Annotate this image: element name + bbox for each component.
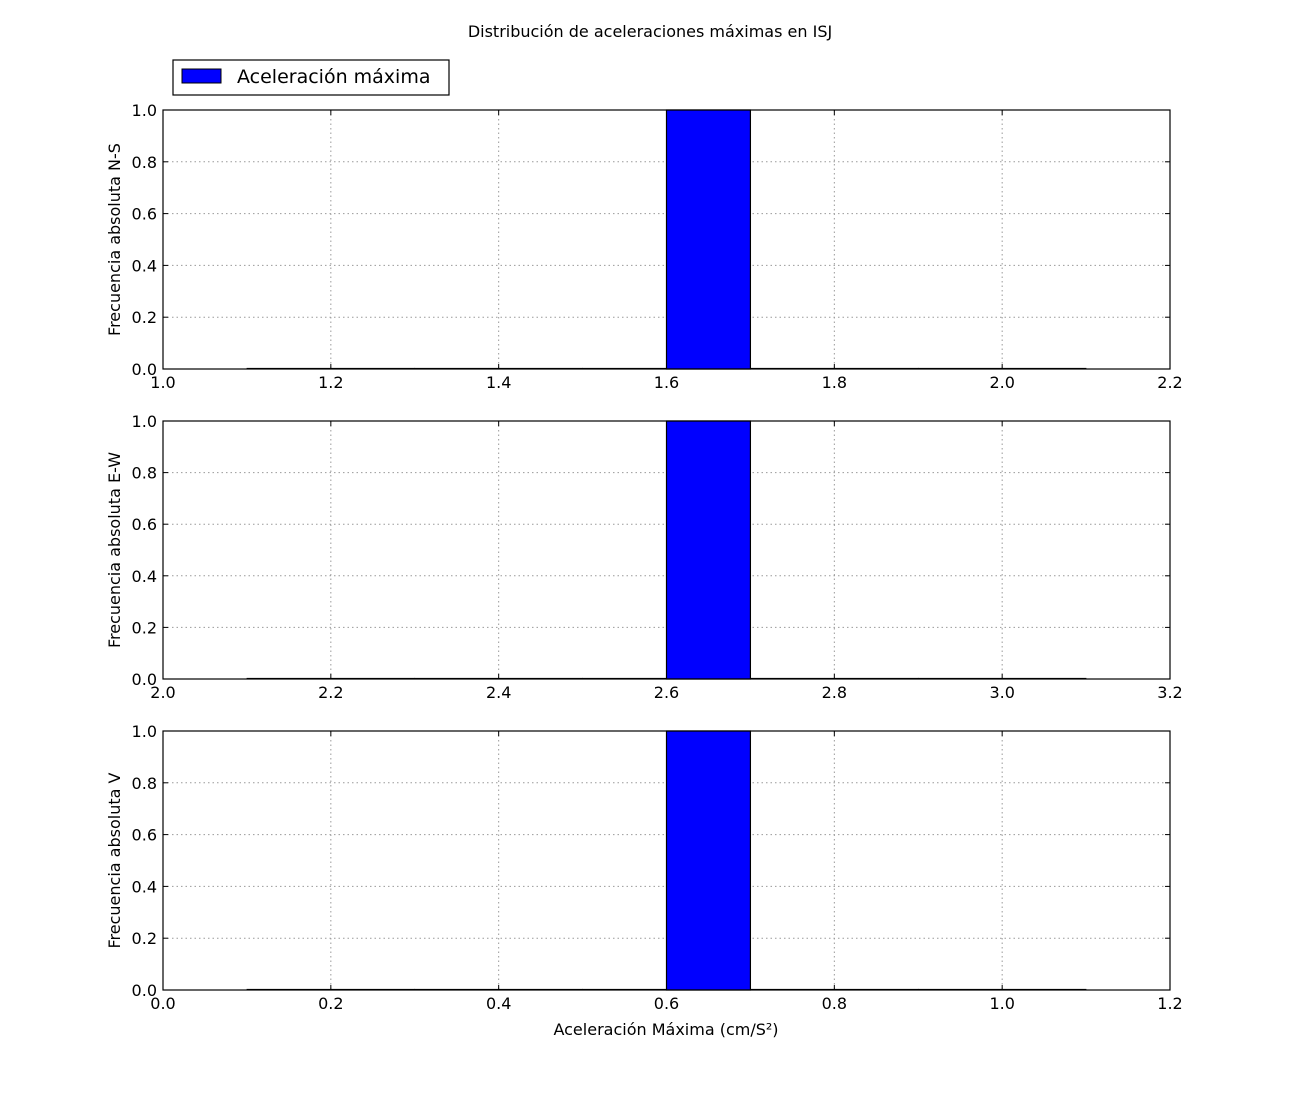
subplot-v: 0.0 0.2 0.4 0.6 0.8 1.0 1.2 0.0 0.2 0.4 0.6 0.8 1.0 F…: [105, 722, 1183, 1013]
x-tick-label: 2.4: [486, 683, 511, 702]
y-axis-label: Frecuencia absoluta V: [105, 772, 124, 948]
histogram-bar: [665, 109, 752, 370]
x-tick-label: 2.0: [989, 373, 1014, 392]
y-tick-label: 1.0: [132, 412, 157, 431]
legend-swatch: [181, 68, 222, 84]
y-tick-label: 0.8: [132, 153, 157, 172]
x-tick-label: 0.0: [150, 994, 175, 1013]
x-tick-label: 2.2: [318, 683, 343, 702]
y-tick-label: 0.6: [132, 515, 157, 534]
y-tick-label: 0.6: [132, 826, 157, 845]
legend-label: Aceleración máxima: [237, 66, 430, 88]
histogram-bar: [665, 420, 752, 680]
y-tick-label: 0.0: [132, 981, 157, 1000]
y-tick-label: 0.4: [132, 877, 157, 896]
subplot-ns: 1.0 1.2 1.4 1.6 1.8 2.0 2.2 0.0 0.2 0.4 0.6 0.8 1.0 F…: [105, 101, 1183, 392]
y-tick-label: 1.0: [132, 722, 157, 741]
x-tick-label: 0.8: [822, 994, 847, 1013]
y-tick-label: 0.4: [132, 567, 157, 586]
y-tick-label: 0.0: [132, 360, 157, 379]
x-tick-label: 1.2: [1157, 994, 1182, 1013]
x-tick-label: 0.6: [654, 994, 679, 1013]
x-tick-label: 2.8: [822, 683, 847, 702]
histogram-bar: [665, 730, 752, 991]
y-tick-label: 0.4: [132, 256, 157, 275]
x-axis-label: Aceleración Máxima (cm/S²): [553, 1020, 778, 1039]
x-tick-label: 1.0: [989, 994, 1014, 1013]
x-tick-label: 0.2: [318, 994, 343, 1013]
x-tick-label: 0.4: [486, 994, 511, 1013]
y-tick-label: 1.0: [132, 101, 157, 120]
y-tick-label: 0.2: [132, 618, 157, 637]
legend: Aceleración máxima: [172, 59, 450, 96]
x-tick-label: 1.6: [654, 373, 679, 392]
x-tick-label: 2.2: [1157, 373, 1182, 392]
x-tick-label: 3.0: [989, 683, 1014, 702]
x-tick-label: 1.4: [486, 373, 511, 392]
y-tick-label: 0.6: [132, 205, 157, 224]
y-tick-label: 0.2: [132, 308, 157, 327]
y-tick-label: 0.2: [132, 929, 157, 948]
x-tick-label: 1.2: [318, 373, 343, 392]
figure-title: Distribución de aceleraciones máximas en…: [468, 22, 832, 41]
x-tick-label: 2.0: [150, 683, 175, 702]
x-tick-label: 1.8: [822, 373, 847, 392]
y-tick-label: 0.0: [132, 670, 157, 689]
x-tick-label: 1.0: [150, 373, 175, 392]
y-tick-label: 0.8: [132, 464, 157, 483]
x-tick-label: 2.6: [654, 683, 679, 702]
x-tick-label: 3.2: [1157, 683, 1182, 702]
y-axis-label: Frecuencia absoluta E-W: [105, 452, 124, 648]
y-axis-label: Frecuencia absoluta N-S: [105, 143, 124, 336]
y-tick-label: 0.8: [132, 774, 157, 793]
subplot-ew: 2.0 2.2 2.4 2.6 2.8 3.0 3.2 0.0 0.2 0.4 0.6 0.8 1.0 F…: [105, 412, 1183, 702]
